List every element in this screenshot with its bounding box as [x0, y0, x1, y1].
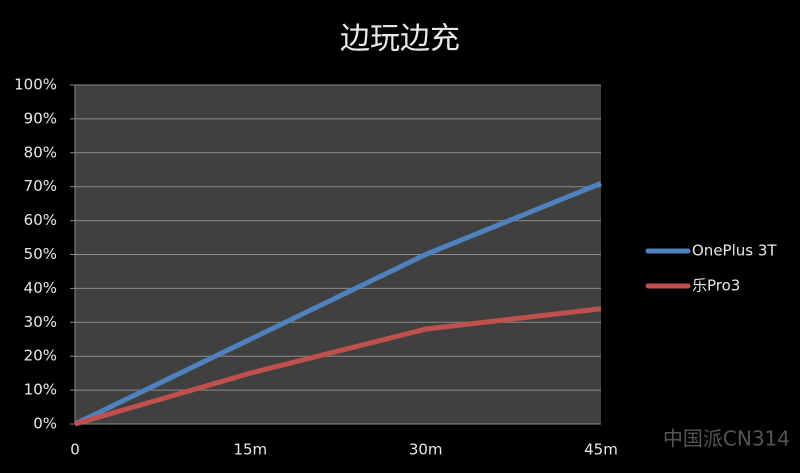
legend-label: OnePlus 3T	[692, 242, 777, 260]
y-tick-label: 100%	[14, 76, 57, 94]
y-tick-label: 80%	[24, 143, 57, 161]
y-tick-label: 50%	[24, 245, 57, 263]
x-tick-label: 15m	[233, 441, 267, 459]
y-tick-label: 40%	[24, 279, 57, 297]
y-tick-label: 20%	[24, 347, 57, 365]
series-line	[73, 180, 602, 427]
y-tick-label: 90%	[24, 109, 57, 127]
chart-title: 边玩边充	[340, 22, 460, 57]
x-tick-label: 30m	[409, 441, 443, 459]
series-line	[74, 306, 602, 427]
watermark: 中国派CN314	[663, 427, 790, 451]
y-tick-label: 70%	[24, 177, 57, 195]
y-tick-label: 60%	[24, 211, 57, 229]
legend-label: 乐Pro3	[692, 277, 740, 295]
y-tick-label: 10%	[24, 381, 57, 399]
y-tick-label: 0%	[33, 415, 57, 433]
x-tick-label: 45m	[584, 441, 618, 459]
x-tick-label: 0	[70, 441, 80, 459]
y-tick-label: 30%	[24, 313, 57, 331]
